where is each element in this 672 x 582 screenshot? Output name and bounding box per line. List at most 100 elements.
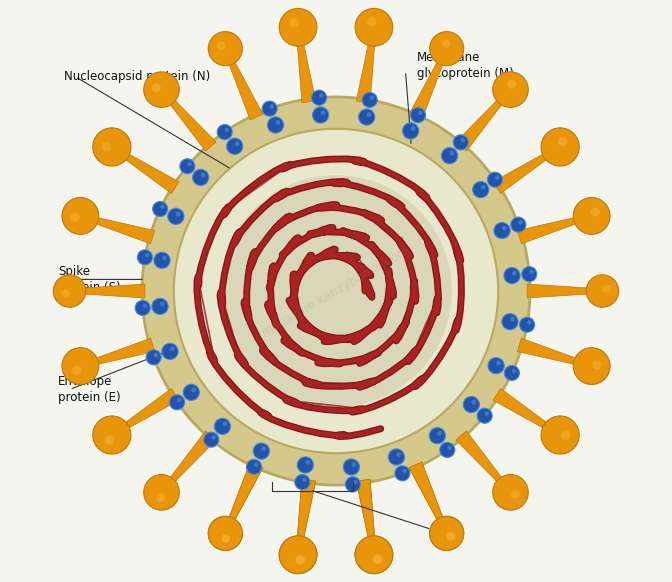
Polygon shape	[296, 27, 316, 103]
Circle shape	[504, 268, 520, 283]
Circle shape	[235, 141, 239, 146]
Polygon shape	[356, 479, 376, 555]
Circle shape	[160, 204, 165, 209]
Circle shape	[93, 128, 131, 166]
Text: magazine.kanzybooks.com: magazine.kanzybooks.com	[259, 243, 413, 339]
Circle shape	[396, 452, 401, 457]
Circle shape	[359, 109, 375, 125]
Circle shape	[418, 111, 423, 115]
Circle shape	[504, 365, 519, 381]
Circle shape	[152, 299, 168, 314]
Circle shape	[261, 446, 266, 451]
Polygon shape	[160, 431, 216, 494]
Circle shape	[137, 250, 153, 265]
Circle shape	[355, 536, 392, 574]
Circle shape	[217, 125, 233, 140]
Circle shape	[144, 72, 179, 108]
Polygon shape	[80, 338, 155, 368]
Circle shape	[71, 212, 79, 222]
Circle shape	[146, 350, 161, 365]
Circle shape	[145, 253, 149, 257]
Circle shape	[395, 466, 410, 481]
Polygon shape	[456, 88, 512, 151]
Circle shape	[169, 395, 185, 410]
Circle shape	[510, 317, 515, 322]
Circle shape	[253, 443, 269, 459]
Circle shape	[312, 107, 329, 123]
Circle shape	[448, 445, 452, 450]
Circle shape	[280, 536, 317, 574]
Polygon shape	[223, 462, 263, 534]
Polygon shape	[493, 389, 561, 437]
Circle shape	[442, 40, 450, 48]
Circle shape	[168, 208, 184, 225]
Circle shape	[512, 368, 516, 373]
Circle shape	[154, 252, 170, 268]
Circle shape	[593, 360, 601, 370]
Circle shape	[144, 474, 179, 510]
Circle shape	[495, 175, 499, 180]
Circle shape	[135, 300, 151, 315]
Circle shape	[187, 162, 192, 166]
Circle shape	[269, 104, 274, 109]
Circle shape	[373, 555, 382, 564]
Circle shape	[493, 474, 528, 510]
Circle shape	[480, 185, 486, 190]
Circle shape	[487, 172, 503, 187]
Circle shape	[296, 555, 305, 565]
Circle shape	[367, 112, 372, 117]
Circle shape	[226, 138, 243, 154]
Circle shape	[496, 361, 501, 365]
Circle shape	[411, 108, 425, 123]
Circle shape	[603, 285, 611, 293]
Circle shape	[160, 301, 165, 306]
Circle shape	[262, 101, 277, 116]
Circle shape	[153, 201, 168, 217]
Circle shape	[176, 211, 181, 217]
Circle shape	[447, 532, 455, 541]
Circle shape	[170, 346, 175, 352]
Circle shape	[177, 398, 181, 402]
Polygon shape	[517, 214, 592, 244]
Circle shape	[162, 343, 178, 360]
Circle shape	[493, 72, 528, 108]
Circle shape	[224, 127, 229, 132]
Circle shape	[370, 95, 374, 100]
Circle shape	[442, 148, 458, 164]
Circle shape	[222, 421, 227, 427]
Circle shape	[353, 480, 358, 484]
Circle shape	[62, 347, 99, 385]
Text: RNA: RNA	[435, 525, 460, 538]
Circle shape	[319, 93, 324, 98]
Polygon shape	[223, 48, 263, 120]
Circle shape	[403, 469, 407, 473]
Circle shape	[192, 388, 196, 392]
Polygon shape	[80, 214, 155, 244]
Circle shape	[220, 175, 452, 407]
Circle shape	[463, 396, 479, 413]
Circle shape	[558, 137, 568, 147]
Circle shape	[561, 431, 571, 440]
Circle shape	[142, 97, 530, 485]
Circle shape	[162, 255, 167, 260]
Circle shape	[355, 8, 392, 46]
Circle shape	[403, 123, 419, 139]
Circle shape	[502, 226, 507, 230]
Circle shape	[295, 474, 310, 489]
Circle shape	[355, 536, 392, 574]
Circle shape	[411, 126, 415, 131]
Polygon shape	[409, 462, 449, 534]
Circle shape	[507, 80, 516, 89]
Circle shape	[511, 489, 520, 499]
Circle shape	[439, 442, 455, 457]
Circle shape	[586, 275, 619, 307]
Circle shape	[450, 151, 454, 155]
Circle shape	[214, 418, 230, 434]
Circle shape	[494, 222, 510, 239]
Circle shape	[204, 432, 219, 447]
Circle shape	[208, 516, 243, 551]
Circle shape	[511, 217, 526, 232]
Circle shape	[373, 555, 382, 564]
Circle shape	[142, 303, 147, 308]
Circle shape	[345, 477, 360, 492]
